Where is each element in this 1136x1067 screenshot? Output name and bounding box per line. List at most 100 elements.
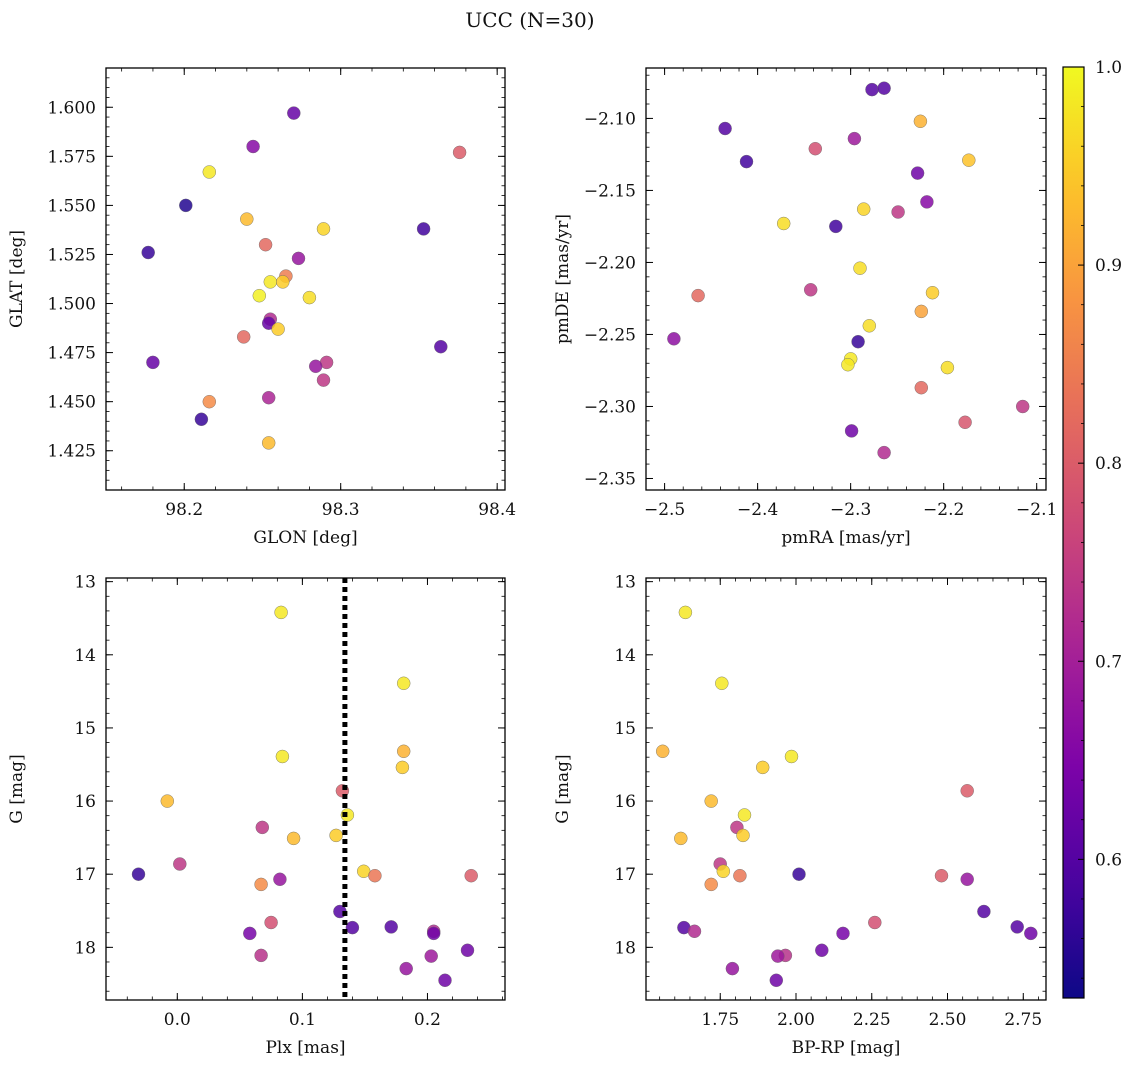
data-point [273,872,287,886]
data-point [141,245,155,260]
data-point [877,81,891,95]
y-tick-label: −2.35 [584,469,636,489]
data-point [958,415,972,429]
data-point [784,749,799,764]
x-tick-label: 2.50 [929,1010,967,1030]
data-point [173,857,187,871]
data-point [678,605,693,620]
y-tick-label: 17 [74,865,96,885]
data-point [857,202,871,216]
data-point [131,867,146,881]
data-point [841,358,855,372]
data-point [240,212,254,226]
data-point [254,948,268,963]
colorbar-gradient [1062,66,1085,999]
data-point [704,794,718,808]
x-tick-label: 98.2 [165,500,203,520]
data-point [716,864,730,878]
data-point [309,359,323,373]
y-tick-label: −2.20 [584,253,636,273]
data-point [704,877,718,892]
y-tick-label: 1.525 [47,245,96,265]
data-point [914,304,928,319]
data-point [851,335,865,349]
data-point [316,373,331,387]
data-point [424,949,438,963]
data-point [737,808,752,822]
data-point [736,828,750,843]
data-point [397,676,411,690]
y-tick-label: −2.25 [584,325,636,345]
data-point [804,283,818,297]
data-point [202,395,217,409]
data-point [340,808,355,822]
y-tick-label: 1.600 [47,98,96,118]
data-point [262,436,276,450]
data-point [891,205,905,219]
data-point [920,195,934,209]
axes-frame [645,67,1047,491]
data-point [847,131,862,146]
data-point [399,961,413,976]
y-axis-label: pmDE [mas/yr] [553,214,573,344]
data-point [316,222,331,236]
x-tick-label: −2.5 [644,500,685,520]
y-tick-label: −2.15 [584,181,636,201]
data-point [254,877,268,892]
data-point [844,424,859,438]
data-point [940,360,955,375]
y-tick-label: 18 [614,938,636,958]
data-point [434,340,448,354]
data-point [913,114,928,129]
data-point [771,949,785,963]
data-point [756,760,770,775]
y-tick-label: 14 [74,646,96,666]
colorbar-tick-label: 1.0 [1095,58,1122,78]
data-point [236,330,251,344]
data-point [258,237,273,252]
data-point [792,867,806,881]
points-group [656,605,1038,987]
y-tick-label: 13 [614,573,636,593]
colorbar-tick-label: 0.6 [1095,850,1122,870]
data-point [667,332,681,346]
data-point [275,749,290,764]
data-point [243,926,257,941]
data-point [286,831,301,846]
data-point [934,869,949,883]
data-point [877,445,891,460]
data-point [255,820,269,835]
data-point [862,319,876,333]
data-point [262,391,276,405]
data-point [246,139,260,154]
data-point [962,153,976,167]
x-tick-label: 0.0 [164,1010,191,1030]
data-point [914,381,928,395]
x-axis-label: pmRA [mas/yr] [781,528,910,548]
y-tick-label: 1.500 [47,295,96,315]
data-point [725,961,740,976]
data-point [960,784,974,798]
data-point [263,275,277,289]
data-point [733,869,747,883]
colorbar-tick-label: 0.8 [1095,454,1122,474]
data-point [853,261,867,275]
data-point [291,251,306,266]
data-point [1016,399,1030,414]
data-point [464,869,478,883]
y-tick-label: −2.30 [584,397,636,417]
data-point [271,322,285,336]
colorbar-tick-label: 0.9 [1095,256,1122,276]
data-point [264,915,278,930]
x-tick-label: 1.75 [701,1010,739,1030]
data-point [395,760,410,775]
data-point [868,915,882,930]
data-point [739,154,754,169]
points-group [131,605,478,987]
data-point [287,106,301,120]
data-point [836,926,850,941]
x-tick-label: 2.75 [1004,1010,1042,1030]
y-axis-label: GLAT [deg] [7,230,27,328]
axes-frame [645,577,1047,1001]
data-point [815,943,829,957]
